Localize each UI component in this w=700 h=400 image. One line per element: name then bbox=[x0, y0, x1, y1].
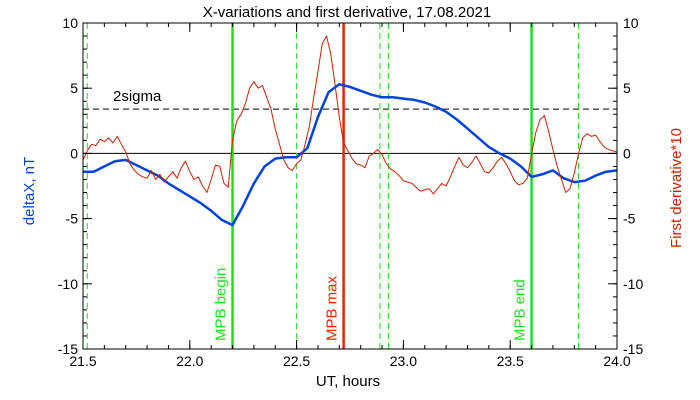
y-right-tick-label: 0 bbox=[623, 145, 631, 161]
y-right-tick-label: -5 bbox=[623, 211, 636, 227]
y-right-tick-label: -15 bbox=[623, 341, 643, 357]
y-left-tick-label: -10 bbox=[58, 276, 78, 292]
y-left-tick-label: 5 bbox=[70, 80, 78, 96]
series-line-derivative bbox=[82, 35, 618, 195]
marker-label: MPB end bbox=[512, 279, 529, 341]
x-tick-label: 23.5 bbox=[497, 353, 524, 369]
marker-label: MPB begin bbox=[213, 268, 230, 341]
y-left-tick-label: -15 bbox=[58, 341, 78, 357]
x-tick-label: 22.5 bbox=[283, 353, 310, 369]
axis-ticks: 21.5 22.0 22.5 23.0 23.5 24.0-15 -15-10 -10-5 -5… bbox=[58, 15, 644, 369]
y-axis-right-title: First derivative*10 bbox=[668, 128, 685, 248]
chart-title: X-variations and first derivative, 17.08… bbox=[203, 4, 492, 21]
plot-area: 2sigma MPB begin MPB max MPB end bbox=[82, 23, 618, 349]
marker-label: MPB max bbox=[324, 275, 341, 341]
y-axis-left-title: deltaX, nT bbox=[21, 157, 38, 225]
y-right-tick-label: 10 bbox=[623, 15, 639, 31]
x-tick-label: 22.0 bbox=[176, 353, 203, 369]
y-left-tick-label: -5 bbox=[66, 211, 79, 227]
y-right-tick-label: -10 bbox=[623, 276, 643, 292]
x-tick-label: 21.5 bbox=[69, 353, 96, 369]
y-right-tick-label: 5 bbox=[623, 80, 631, 96]
sigma-threshold-label: 2sigma bbox=[113, 88, 162, 105]
y-left-tick-label: 0 bbox=[70, 145, 78, 161]
x-axis-title: UT, hours bbox=[316, 373, 380, 390]
plot-frame bbox=[82, 22, 618, 350]
x-tick-label: 24.0 bbox=[603, 353, 630, 369]
x-tick-label: 23.0 bbox=[390, 353, 417, 369]
y-left-tick-label: 10 bbox=[62, 15, 78, 31]
